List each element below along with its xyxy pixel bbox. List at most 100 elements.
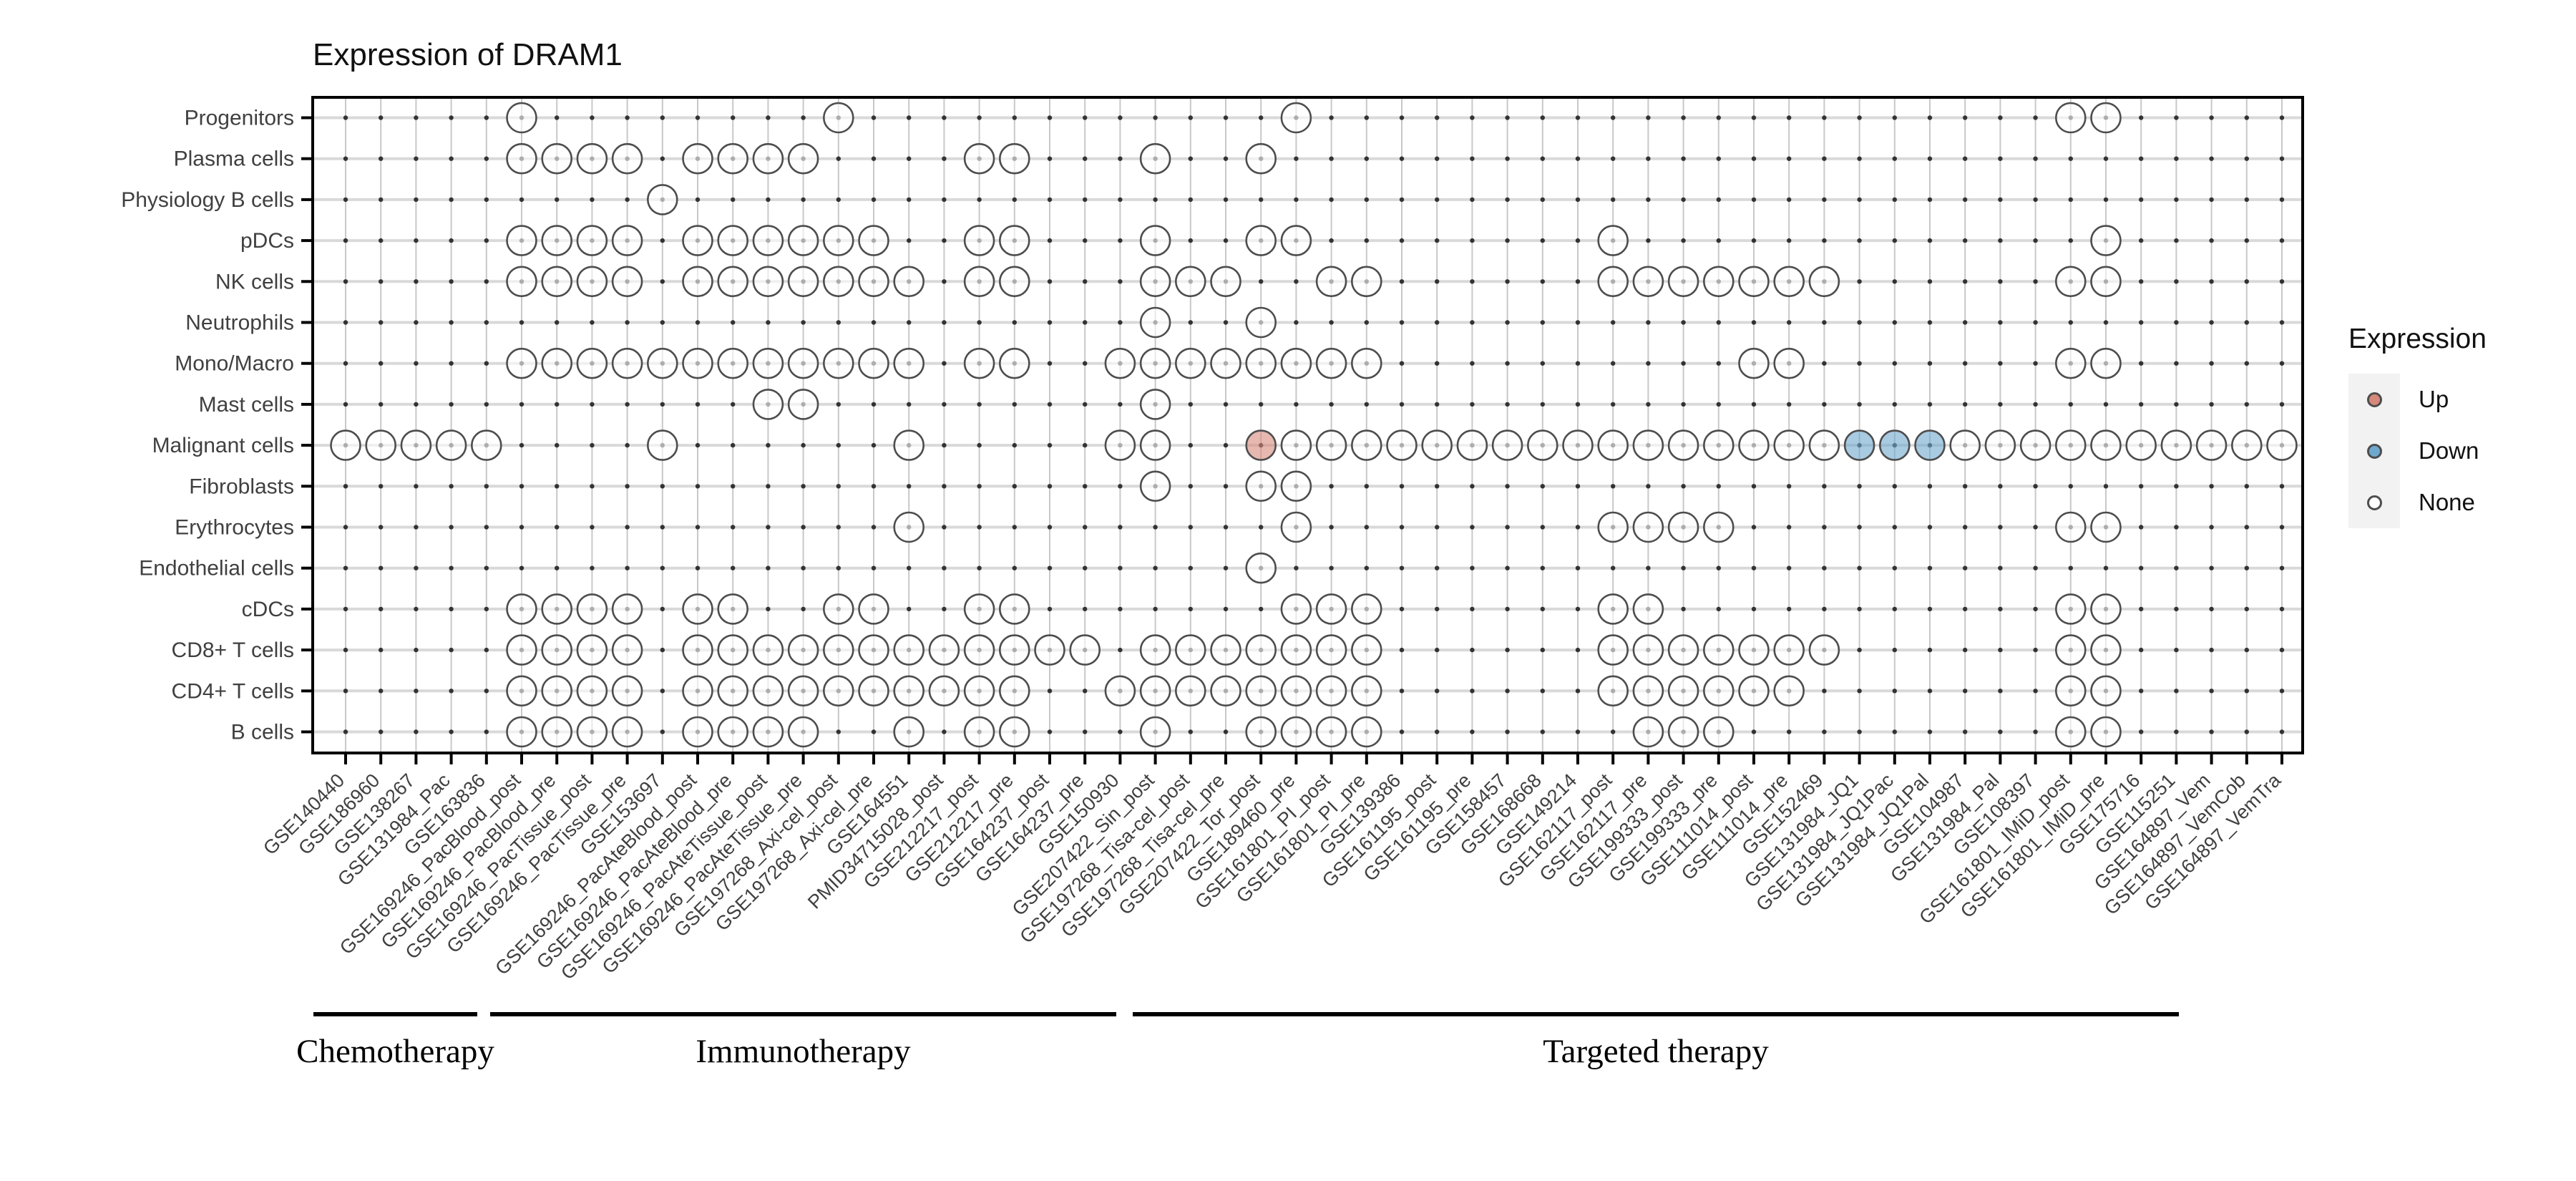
grid-point (449, 484, 454, 489)
grid-point (414, 320, 419, 325)
grid-point (484, 606, 489, 612)
grid-point (1153, 606, 1158, 612)
grid-point (414, 115, 419, 120)
grid-point (1188, 525, 1194, 530)
grid-point (1892, 647, 1897, 653)
grid-point (1188, 565, 1194, 570)
expression-circle-none (1245, 634, 1277, 666)
grid-point (1505, 525, 1510, 530)
expression-circle-none (999, 593, 1030, 625)
grid-point (379, 606, 384, 612)
grid-point (449, 729, 454, 734)
expression-circle-none (576, 593, 608, 625)
grid-point (1540, 689, 1545, 694)
grid-point (2103, 565, 2109, 570)
grid-point (555, 484, 560, 489)
grid-point (1963, 238, 1968, 243)
grid-point (2244, 689, 2249, 694)
grid-point (379, 197, 384, 203)
expression-circle-none (1280, 593, 1312, 625)
grid-point (2139, 197, 2144, 203)
expression-circle-none (1315, 675, 1347, 707)
grid-point (1118, 729, 1123, 734)
grid-point (449, 647, 454, 653)
expression-circle-none (752, 634, 784, 666)
grid-point (1083, 115, 1088, 120)
grid-point (2103, 197, 2109, 203)
expression-circle-none (1738, 634, 1770, 666)
y-axis-label: CD8+ T cells (172, 638, 294, 662)
expression-circle-none (2055, 716, 2087, 748)
y-axis-label: Mono/Macro (175, 352, 294, 376)
expression-circle-none (1280, 716, 1312, 748)
expression-circle-none (2231, 429, 2263, 461)
grid-point (2174, 361, 2179, 366)
grid-point (1681, 156, 1686, 161)
grid-point (1998, 279, 2003, 284)
grid-point (1787, 525, 1792, 530)
grid-point (1998, 197, 2003, 203)
grid-point (1716, 361, 1721, 366)
grid-point (836, 320, 841, 325)
grid-point (1575, 156, 1581, 161)
grid-point (1822, 729, 1827, 734)
grid-point (1259, 115, 1264, 120)
grid-point (1505, 647, 1510, 653)
expression-circle-none (365, 429, 397, 461)
grid-point (1575, 647, 1581, 653)
expression-circle-none (1210, 675, 1241, 707)
y-axis-label: Endothelial cells (139, 557, 294, 580)
grid-point (1505, 606, 1510, 612)
grid-point (1575, 565, 1581, 570)
grid-point (1857, 525, 1862, 530)
grid-point (1751, 565, 1757, 570)
grid-point (1857, 197, 1862, 203)
grid-point (1716, 115, 1721, 120)
grid-point (942, 525, 947, 530)
grid-point (1646, 320, 1651, 325)
grid-point (695, 402, 701, 407)
expression-circle-none (1139, 142, 1171, 175)
expression-circle-none (1139, 306, 1171, 339)
grid-point (449, 238, 454, 243)
grid-point (1540, 115, 1545, 120)
y-axis-label: Fibroblasts (189, 475, 294, 498)
expression-circle-none (1245, 347, 1277, 379)
expression-circle-none (999, 347, 1030, 379)
grid-point (1927, 484, 1933, 489)
grid-point (343, 156, 348, 161)
grid-point (1364, 484, 1370, 489)
grid-point (1681, 238, 1686, 243)
grid-point (836, 402, 841, 407)
grid-point (1083, 442, 1088, 448)
grid-point (1505, 156, 1510, 161)
grid-point (1787, 156, 1792, 161)
grid-point (1751, 115, 1757, 120)
grid-point (1505, 484, 1510, 489)
grid-point (2279, 402, 2285, 407)
grid-point (1646, 197, 1651, 203)
grid-point (1364, 565, 1370, 570)
grid-point (1892, 689, 1897, 694)
grid-point (2244, 525, 2249, 530)
expression-circle-none (893, 716, 924, 748)
grid-point (1470, 402, 1475, 407)
grid-point (1927, 565, 1933, 570)
grid-point (1294, 197, 1299, 203)
grid-point (555, 197, 560, 203)
grid-point (1118, 525, 1123, 530)
grid-point (1857, 238, 1862, 243)
grid-point (414, 402, 419, 407)
grid-point (414, 525, 419, 530)
grid-point (1998, 647, 2003, 653)
expression-circle-none (541, 634, 573, 666)
expression-circle-none (963, 266, 995, 298)
expression-circle-none (470, 429, 502, 461)
grid-point (942, 729, 947, 734)
grid-point (1153, 115, 1158, 120)
expression-circle-none (893, 429, 924, 461)
grid-point (871, 729, 877, 734)
grid-point (1399, 361, 1405, 366)
grid-point (1188, 115, 1194, 120)
expression-circle-none (1315, 266, 1347, 298)
